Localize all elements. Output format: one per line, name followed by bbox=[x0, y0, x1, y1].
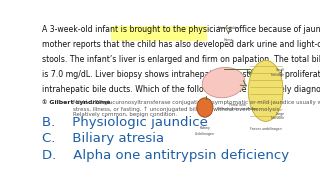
Ellipse shape bbox=[248, 60, 283, 121]
Text: Urobilinogen: Urobilinogen bbox=[195, 132, 215, 136]
Ellipse shape bbox=[197, 98, 213, 117]
Text: Large
Intestine: Large Intestine bbox=[270, 112, 284, 120]
Text: stools. The infant’s liver is enlarged and firm on palpation. The total bilirubi: stools. The infant’s liver is enlarged a… bbox=[43, 55, 320, 64]
Text: A 3-week-old infant is brought to the physician’s office because of jaundice. Hi: A 3-week-old infant is brought to the ph… bbox=[43, 25, 320, 34]
Text: C.    Biliary atresia: C. Biliary atresia bbox=[43, 132, 164, 145]
FancyBboxPatch shape bbox=[111, 26, 207, 41]
Text: Mild↓ UDP-glucuronosyltransferase conjugation. Asymptomatic or mild jaundice usu: Mild↓ UDP-glucuronosyltransferase conjug… bbox=[74, 100, 320, 117]
Text: Faeces urobilinogen: Faeces urobilinogen bbox=[250, 127, 282, 131]
Text: Small
Intestine: Small Intestine bbox=[270, 68, 284, 77]
Text: Heme: Heme bbox=[224, 38, 233, 42]
Text: Kidney: Kidney bbox=[199, 126, 210, 130]
Text: intrahepatic bile ducts. Which of the following is the most likely diagnosis?: intrahepatic bile ducts. Which of the fo… bbox=[43, 85, 320, 94]
Text: mother reports that the child has also developed dark urine and light-colored: mother reports that the child has also d… bbox=[43, 40, 320, 49]
Text: D.    Alpha one antitrypsin deficiency: D. Alpha one antitrypsin deficiency bbox=[43, 149, 290, 162]
Text: B.    Physiologic jaundice: B. Physiologic jaundice bbox=[43, 116, 208, 129]
Text: ① Gilbert syndrome: ① Gilbert syndrome bbox=[43, 100, 111, 105]
Text: Haemoglobin: Haemoglobin bbox=[218, 26, 239, 30]
Text: Portal vein
Enterohepatic circulation: Portal vein Enterohepatic circulation bbox=[217, 103, 257, 111]
Text: is 7.0 mg/dL. Liver biopsy shows intrahepatic cholestasis and proliferation of: is 7.0 mg/dL. Liver biopsy shows intrahe… bbox=[43, 70, 320, 79]
Ellipse shape bbox=[202, 68, 245, 98]
